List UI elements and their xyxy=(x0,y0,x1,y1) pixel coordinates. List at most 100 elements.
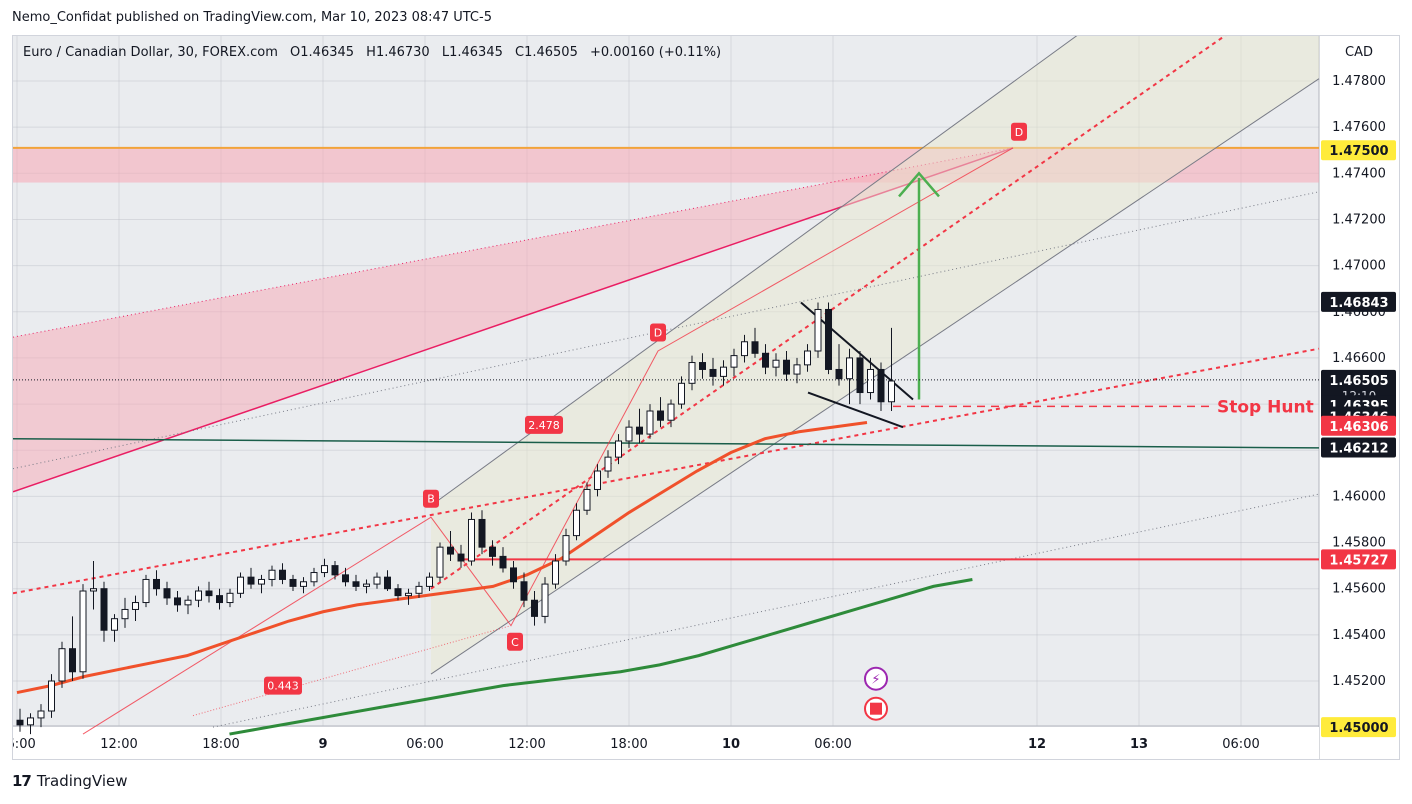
time-tick-label: 06:00 xyxy=(1222,737,1259,752)
candle-body xyxy=(226,592,234,604)
candle-body xyxy=(163,588,171,599)
flash-icon-glyph: ⚡ xyxy=(871,673,880,688)
symbol-title[interactable]: Euro / Canadian Dollar, 30, FOREX.com xyxy=(23,45,278,60)
price-tag-bg xyxy=(1321,291,1396,312)
point-c-label-bg xyxy=(507,632,523,651)
price-tick-label: 1.46000 xyxy=(1332,489,1386,504)
candle-body xyxy=(121,608,129,620)
candle-body xyxy=(69,648,76,673)
candle-body xyxy=(688,362,696,384)
candle-body xyxy=(100,588,108,631)
ohlc-high: H1.46730 xyxy=(366,45,430,60)
candle-body xyxy=(342,574,349,583)
candle-body xyxy=(468,518,475,562)
channel-area xyxy=(431,36,1319,675)
time-tick-label: 06:00 xyxy=(13,737,36,752)
point-d1-label-bg xyxy=(650,323,666,342)
time-tick-label: 06:00 xyxy=(406,737,443,752)
price-tag-bg xyxy=(1321,549,1396,570)
point-c-label: C xyxy=(511,636,519,649)
candle-body xyxy=(457,553,465,562)
price-tag-label: 1.46212 xyxy=(1329,441,1388,456)
candle-body xyxy=(16,719,24,726)
candle-body xyxy=(625,426,633,442)
price-tag-label: 1.46843 xyxy=(1329,296,1388,311)
price-tag-bg xyxy=(1321,437,1396,458)
stop-hunt-label: Stop Hunt xyxy=(1217,397,1314,417)
time-tick-label: 12 xyxy=(1028,737,1046,752)
candle-body xyxy=(793,364,801,375)
candle-body xyxy=(846,357,853,380)
candles-layer xyxy=(16,302,895,735)
time-tick-label: 18:00 xyxy=(202,737,239,752)
wedge-lower xyxy=(807,391,904,429)
channel-lower xyxy=(430,78,1320,675)
candle-body xyxy=(510,567,517,583)
candle-body xyxy=(762,352,769,368)
candle-body xyxy=(825,308,832,370)
candle-body xyxy=(699,362,706,370)
teal-level xyxy=(13,437,1320,449)
price-tags: 1.475001.468431.4650512:101.463951.46346… xyxy=(1321,140,1396,738)
fan-line-dotted xyxy=(13,147,1014,338)
candle-body xyxy=(90,588,97,592)
trend-dotted-2 xyxy=(212,493,1320,728)
point-d1-label: D xyxy=(654,327,662,340)
footer-brand-text: TradingView xyxy=(36,772,128,790)
price-tag-label: 1.45000 xyxy=(1329,721,1388,736)
price-tick-label: 1.47000 xyxy=(1332,259,1386,274)
footer-brand[interactable]: 17 TradingView xyxy=(12,772,128,790)
candle-body xyxy=(709,368,717,377)
candle-body xyxy=(552,560,559,585)
candle-body xyxy=(783,359,790,375)
price-tag-label: 1.45727 xyxy=(1329,553,1388,568)
time-tick-label: 12:00 xyxy=(508,737,545,752)
candle-body xyxy=(478,518,486,548)
ohlc-close: C1.46505 xyxy=(515,45,578,60)
chart-canvas[interactable]: Stop Hunt B C D D 2.478 0.443 ⚡ 1.47800 1.47600… xyxy=(13,36,1399,759)
candle-body xyxy=(678,382,685,405)
candle-body xyxy=(405,592,412,597)
candle-body xyxy=(520,581,528,601)
price-tag-label: 1.47500 xyxy=(1329,144,1388,159)
candle-body xyxy=(562,535,570,562)
candle-body xyxy=(321,565,328,574)
candle-body xyxy=(804,350,811,366)
point-b-label-bg xyxy=(423,489,439,508)
candle-body xyxy=(573,509,580,537)
candle-body xyxy=(289,578,297,587)
candle-body xyxy=(489,546,496,557)
price-tag-label: 1.46306 xyxy=(1329,420,1388,435)
ohlc-low: L1.46345 xyxy=(441,45,503,60)
price-tick-label: 1.46600 xyxy=(1332,351,1386,366)
candle-body xyxy=(447,546,454,555)
candle-body xyxy=(646,410,654,435)
tradingview-logo-icon: 17 xyxy=(12,772,32,790)
candle-body xyxy=(615,440,622,458)
candle-body xyxy=(867,368,874,394)
candle-body xyxy=(300,581,307,587)
candle-body xyxy=(888,380,895,403)
ratio-2-label-bg xyxy=(264,676,302,695)
candle-body xyxy=(531,599,538,617)
candle-body xyxy=(541,583,549,617)
overlay-layer: B C D D 2.478 0.443 ⚡ xyxy=(13,122,1319,721)
time-tick-label: 18:00 xyxy=(610,737,647,752)
price-tick-label: 1.45800 xyxy=(1332,536,1386,551)
publish-line: Nemo_Confidat published on TradingView.c… xyxy=(12,10,492,25)
point-b-label: B xyxy=(427,493,435,506)
candle-body xyxy=(153,578,160,590)
price-tag-bg xyxy=(1321,140,1396,161)
price-tick-label: 1.45400 xyxy=(1332,628,1386,643)
candle-body xyxy=(594,470,601,490)
candle-body xyxy=(279,569,286,580)
point-d2-label: D xyxy=(1015,126,1023,139)
chart-frame[interactable]: Stop Hunt B C D D 2.478 0.443 ⚡ 1.47800 1.47600… xyxy=(12,35,1400,760)
time-axis[interactable] xyxy=(13,727,1319,759)
support-dashed xyxy=(13,347,1320,595)
price-tag-bg xyxy=(1321,717,1396,738)
candle-body xyxy=(58,648,66,682)
canada-flag-icon-fill xyxy=(870,702,882,715)
point-d2-label-bg xyxy=(1011,122,1027,141)
candle-body xyxy=(258,578,265,585)
